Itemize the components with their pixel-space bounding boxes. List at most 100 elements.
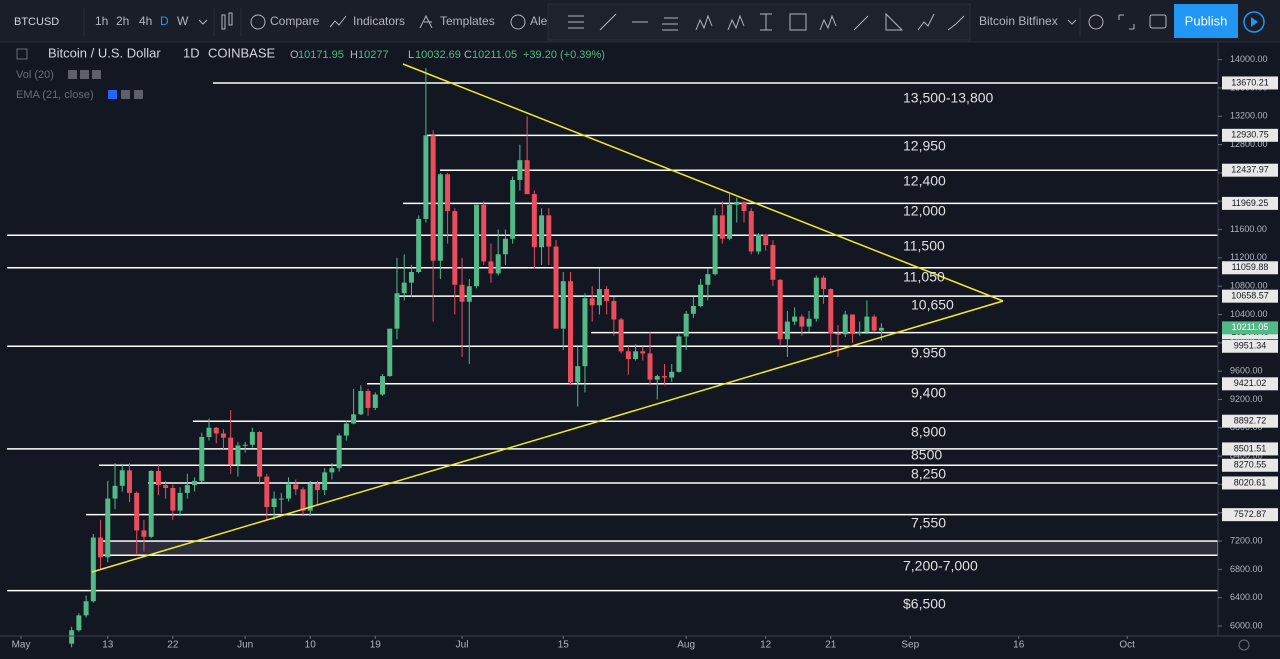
tool-icon[interactable] <box>885 12 904 31</box>
tool-icon[interactable] <box>917 13 935 31</box>
trend-line <box>402 63 1004 302</box>
x-tick-label: Jun <box>237 640 253 651</box>
tool-icon[interactable] <box>568 15 584 29</box>
candle-body <box>206 427 212 437</box>
snapshot-icon[interactable] <box>1149 14 1167 29</box>
chart-type-icon[interactable] <box>228 12 233 26</box>
level-note: 12,400 <box>903 173 946 189</box>
indicators-icon[interactable] <box>329 15 347 28</box>
candle-body <box>307 483 313 511</box>
interval[interactable]: 2h <box>116 14 129 28</box>
level-note: 12,000 <box>903 203 946 219</box>
ohlc-value: 10277 <box>358 49 389 61</box>
candle-body <box>719 215 725 239</box>
price-flag-label: 13670.21 <box>1231 77 1269 87</box>
candle-body <box>712 215 718 275</box>
templates-button[interactable]: Templates <box>440 14 495 28</box>
candle-body <box>727 204 733 239</box>
price-flag <box>1222 377 1278 391</box>
interval[interactable]: 1h <box>95 14 108 28</box>
candle-body <box>423 135 429 219</box>
settings-icon[interactable] <box>1088 14 1104 30</box>
price-flag-label: 8501.51 <box>1234 443 1267 453</box>
level-note: $6,500 <box>903 596 946 612</box>
candle-body <box>481 204 487 262</box>
exchange-selector[interactable]: Bitcoin Bitfinex <box>979 14 1058 28</box>
study-icon[interactable] <box>92 70 101 79</box>
tool-icon[interactable] <box>789 13 807 31</box>
candle-body <box>575 366 581 383</box>
axes: 6000.006400.006800.007200.007600.008000.… <box>12 54 1278 651</box>
price-flag <box>1222 414 1278 428</box>
tool-icon[interactable] <box>947 15 965 31</box>
compare-button[interactable]: Compare <box>270 14 320 28</box>
publish-button[interactable] <box>1174 4 1238 38</box>
symbol[interactable]: BTCUSD <box>14 16 59 28</box>
study-icon[interactable] <box>108 90 117 99</box>
candle-body <box>625 351 631 360</box>
indicators-button[interactable]: Indicators <box>353 14 405 28</box>
current-price-flag <box>1222 321 1278 335</box>
alert-icon[interactable] <box>510 14 526 30</box>
alert-button[interactable]: Ale <box>530 14 548 28</box>
level-note: 8,250 <box>911 466 946 482</box>
interval[interactable]: W <box>177 14 189 28</box>
study-icon[interactable] <box>134 90 143 99</box>
dropdown-icon[interactable] <box>1067 19 1077 25</box>
study-label: EMA (21, close) <box>16 89 94 101</box>
toolbar: BTCUSD 1h 2h 4h D W Compare Indicators T… <box>0 0 1280 43</box>
candle-body <box>878 327 884 331</box>
price-flag-label: 11969.25 <box>1232 198 1269 208</box>
candle-body <box>560 281 566 329</box>
tool-icon[interactable] <box>599 13 617 31</box>
axis-settings-icon[interactable] <box>1238 639 1250 651</box>
candle-body <box>517 160 523 180</box>
compare-icon[interactable] <box>250 14 266 30</box>
candle-body <box>611 301 617 320</box>
candle-body <box>842 314 848 335</box>
candle-body <box>134 492 140 531</box>
candle-body <box>387 328 393 377</box>
candle-body <box>864 316 870 333</box>
y-tick-label: 6800.00 <box>1230 564 1263 574</box>
study-icon[interactable] <box>121 90 130 99</box>
collapse-icon[interactable] <box>16 48 28 60</box>
price-flag <box>1222 163 1278 177</box>
candle-body <box>76 615 82 631</box>
price-flag <box>1222 289 1278 303</box>
dropdown-icon[interactable] <box>198 19 208 25</box>
candle-body <box>119 470 125 486</box>
drawing-tools <box>568 12 965 31</box>
price-flag-label: 12437.97 <box>1231 165 1269 175</box>
candle-body <box>857 332 863 334</box>
replay-icon[interactable] <box>1243 11 1265 33</box>
interval[interactable]: 4h <box>139 14 152 28</box>
price-flag <box>1222 339 1278 353</box>
y-tick-label: 9600.00 <box>1230 366 1263 376</box>
study-icon[interactable] <box>80 70 89 79</box>
tool-icon[interactable] <box>819 14 837 31</box>
level-note: 7,550 <box>911 515 946 531</box>
price-flag-label: 9951.34 <box>1234 341 1267 351</box>
tool-icon[interactable] <box>760 13 772 31</box>
candle-body <box>148 470 154 537</box>
price-flag-label: 8892.72 <box>1234 416 1267 426</box>
price-flag-label: 9421.02 <box>1234 378 1267 388</box>
tool-icon[interactable] <box>727 14 745 31</box>
templates-icon[interactable] <box>419 14 433 29</box>
tool-icon[interactable] <box>853 15 869 31</box>
x-tick-label: Aug <box>677 640 695 651</box>
replay-icon[interactable] <box>1251 17 1258 27</box>
study-icon[interactable] <box>68 70 77 79</box>
tool-icon[interactable] <box>662 17 678 31</box>
candle-body <box>618 319 624 352</box>
fullscreen-icon[interactable] <box>1118 14 1135 30</box>
y-tick-label: 11600.00 <box>1230 224 1267 234</box>
publish-label[interactable]: Publish <box>1185 13 1228 28</box>
chart-type-icon[interactable] <box>221 14 226 30</box>
tool-icon[interactable] <box>695 14 713 31</box>
y-tick-label: 10400.00 <box>1230 309 1268 319</box>
interval[interactable]: D <box>160 14 169 28</box>
y-tick-label: 13200.00 <box>1230 111 1268 121</box>
y-tick-label: 14000.00 <box>1230 54 1268 64</box>
